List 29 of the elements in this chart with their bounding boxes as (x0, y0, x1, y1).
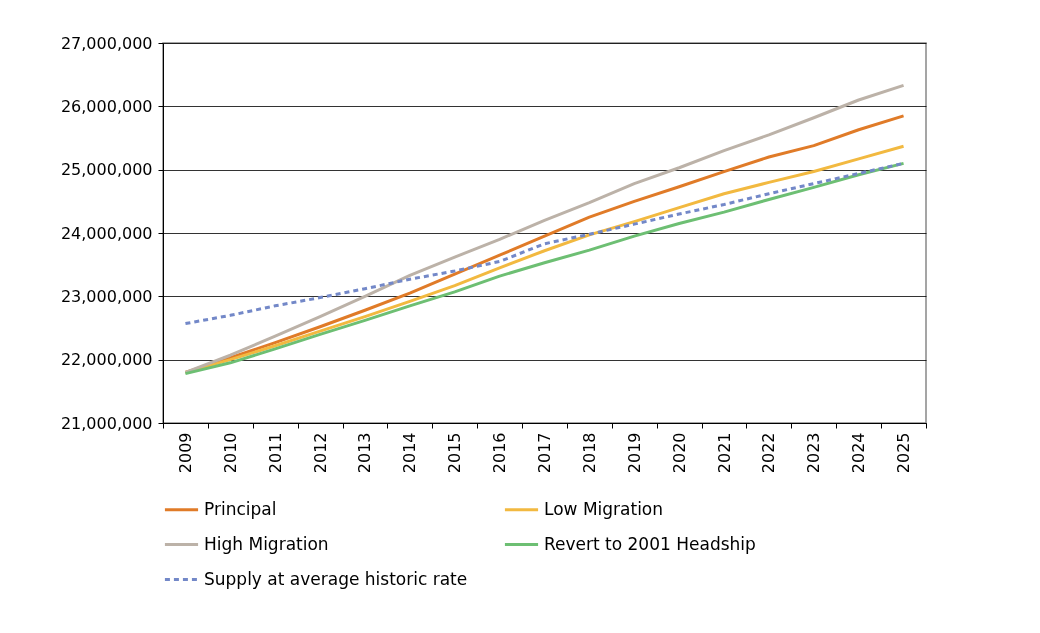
x-tick-label: 2020 (669, 432, 689, 474)
y-tick-label: 25,000,000 (60, 160, 153, 180)
x-tick-label: 2018 (579, 432, 599, 474)
x-tick-label: 2013 (355, 432, 375, 474)
legend-label: High Migration (204, 533, 329, 554)
x-tick-label: 2024 (849, 432, 869, 474)
y-tick-label: 26,000,000 (60, 96, 153, 116)
y-tick-label: 22,000,000 (60, 350, 153, 370)
x-tick-label: 2019 (624, 432, 644, 474)
x-tick-label: 2021 (714, 432, 734, 474)
x-tick-label: 2009 (175, 432, 195, 474)
legend-label: Revert to 2001 Headship (544, 533, 756, 554)
x-tick-label: 2015 (445, 432, 465, 474)
y-tick-label: 21,000,000 (60, 413, 153, 433)
x-tick-label: 2011 (265, 432, 285, 474)
x-tick-label: 2017 (535, 432, 554, 474)
legend-label: Supply at average historic rate (204, 568, 468, 589)
legend-label: Low Migration (544, 498, 664, 519)
legend-label: Principal (204, 498, 277, 519)
x-tick-label: 2025 (894, 432, 914, 474)
y-tick-label: 23,000,000 (60, 286, 153, 306)
x-tick-label: 2010 (220, 432, 240, 474)
y-tick-label: 24,000,000 (60, 223, 153, 243)
x-tick-label: 2016 (490, 432, 510, 474)
y-tick-label: 27,000,000 (60, 33, 153, 53)
x-tick-label: 2012 (310, 432, 330, 474)
x-tick-label: 2023 (804, 432, 824, 474)
x-tick-label: 2022 (759, 432, 779, 474)
x-tick-label: 2014 (400, 432, 420, 474)
